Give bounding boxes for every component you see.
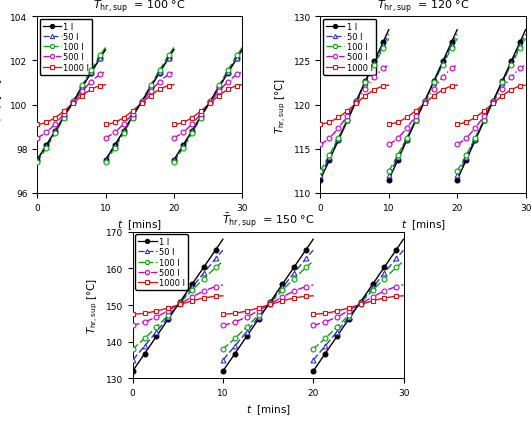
Legend: 1 l, 50 l, 100 l, 500 l, 1000 l: 1 l, 50 l, 100 l, 500 l, 1000 l bbox=[323, 20, 375, 75]
Legend: 1 l, 50 l, 100 l, 500 l, 1000 l: 1 l, 50 l, 100 l, 500 l, 1000 l bbox=[40, 20, 92, 75]
Y-axis label: $T_{\mathrm{hr,sup}}$ [°C]: $T_{\mathrm{hr,sup}}$ [°C] bbox=[273, 77, 288, 133]
Legend: 1 l, 50 l, 100 l, 500 l, 1000 l: 1 l, 50 l, 100 l, 500 l, 1000 l bbox=[135, 235, 188, 290]
Title: $\bar{T}_{\mathrm{hr,sup}}$  = 100 °C: $\bar{T}_{\mathrm{hr,sup}}$ = 100 °C bbox=[93, 0, 186, 15]
X-axis label: $t$  [mins]: $t$ [mins] bbox=[117, 218, 162, 231]
Title: $\bar{T}_{\mathrm{hr,sup}}$  = 120 °C: $\bar{T}_{\mathrm{hr,sup}}$ = 120 °C bbox=[376, 0, 469, 15]
Title: $\bar{T}_{\mathrm{hr,sup}}$  = 150 °C: $\bar{T}_{\mathrm{hr,sup}}$ = 150 °C bbox=[222, 211, 314, 230]
Y-axis label: $T_{\mathrm{hr,sup}}$ [°C]: $T_{\mathrm{hr,sup}}$ [°C] bbox=[0, 77, 5, 133]
X-axis label: $t$  [mins]: $t$ [mins] bbox=[400, 218, 446, 231]
X-axis label: $t$  [mins]: $t$ [mins] bbox=[246, 402, 290, 416]
Y-axis label: $T_{\mathrm{hr,sup}}$ [°C]: $T_{\mathrm{hr,sup}}$ [°C] bbox=[86, 277, 100, 333]
